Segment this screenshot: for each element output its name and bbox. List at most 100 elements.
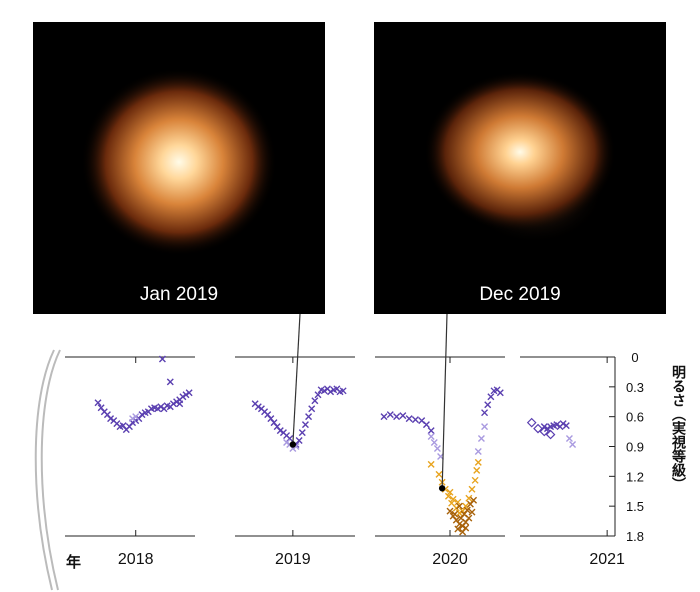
x-tick-label: 2021	[589, 551, 625, 568]
data-point	[468, 485, 476, 493]
axis-break-line	[40, 349, 61, 591]
data-point	[449, 495, 457, 503]
x-tick-label: 2019	[275, 551, 311, 568]
data-point	[380, 413, 388, 421]
data-point-diamond	[526, 417, 537, 428]
data-point	[473, 466, 481, 474]
data-point	[462, 524, 470, 532]
data-point-diamond	[539, 426, 550, 437]
x-tick-label: 2020	[432, 551, 468, 568]
data-point	[138, 411, 146, 419]
star-glow-jan-2019	[81, 68, 277, 256]
data-point	[283, 439, 291, 447]
data-point-diamond	[533, 423, 543, 434]
image-connector-dot	[289, 441, 297, 448]
data-point	[276, 427, 284, 435]
data-point	[481, 409, 489, 417]
star-image-dec-2019: Dec 2019	[374, 22, 666, 314]
image-connector-dot	[438, 485, 446, 492]
data-point	[411, 416, 419, 424]
image-connector-line	[441, 313, 448, 489]
data-point	[559, 420, 567, 428]
y-tick-label: 0.6	[626, 410, 644, 425]
data-point	[465, 494, 473, 502]
data-point	[452, 504, 460, 512]
y-tick-label: 0.9	[626, 440, 644, 455]
data-point	[132, 413, 140, 421]
data-point	[339, 387, 347, 395]
axis-break-line	[34, 349, 55, 591]
data-point	[427, 427, 435, 435]
data-point	[435, 470, 443, 478]
y-axis-label: 明るさ（実視等級）	[670, 365, 686, 491]
data-point	[320, 387, 328, 395]
data-point	[474, 458, 482, 466]
star-image-jan-2019: Jan 2019	[33, 22, 325, 314]
data-point	[543, 425, 551, 433]
y-tick-label: 0	[631, 350, 638, 365]
data-point	[311, 397, 319, 405]
data-point	[496, 389, 504, 397]
data-point	[185, 389, 193, 397]
data-point	[430, 439, 438, 447]
y-tick-label: 0.3	[626, 380, 644, 395]
data-point	[166, 378, 174, 386]
data-point	[301, 421, 309, 429]
data-point	[298, 429, 306, 437]
data-point	[154, 405, 162, 413]
star-glow-dec-2019	[424, 72, 616, 244]
data-point	[308, 405, 316, 413]
data-point	[462, 502, 470, 510]
data-point	[94, 399, 102, 407]
data-point	[484, 401, 492, 409]
data-point	[386, 411, 394, 419]
image-connector-line	[292, 313, 301, 445]
data-point	[454, 498, 462, 506]
data-point	[176, 400, 184, 408]
image-caption-dec-2019: Dec 2019	[479, 284, 561, 305]
x-tick-label: 2018	[118, 551, 154, 568]
data-point	[157, 403, 165, 411]
data-point	[327, 388, 335, 396]
data-point	[471, 476, 479, 484]
data-point	[446, 488, 454, 496]
data-point	[179, 393, 187, 401]
data-point-diamond	[545, 429, 556, 440]
data-point	[169, 400, 177, 408]
data-point	[182, 391, 190, 399]
data-point	[553, 421, 561, 429]
data-point	[463, 506, 471, 514]
x-axis-label: 年	[66, 553, 82, 571]
data-point	[393, 413, 401, 421]
data-point	[468, 508, 476, 516]
data-point	[427, 433, 435, 441]
data-point	[444, 492, 452, 500]
data-point	[477, 435, 485, 443]
data-point	[455, 520, 463, 528]
data-point	[562, 422, 570, 430]
data-point	[454, 525, 462, 533]
data-point	[314, 391, 322, 399]
data-point	[569, 441, 577, 449]
data-point	[295, 437, 303, 445]
y-tick-label: 1.8	[626, 529, 644, 544]
data-point	[399, 412, 407, 420]
data-point	[129, 415, 137, 423]
data-point	[422, 421, 430, 429]
data-point	[405, 415, 413, 423]
data-point	[107, 415, 115, 423]
data-point	[451, 510, 459, 518]
data-point	[474, 447, 482, 455]
data-point	[446, 507, 454, 515]
data-point	[433, 444, 441, 452]
data-point	[305, 413, 313, 421]
data-point	[455, 502, 463, 510]
data-point	[158, 355, 166, 363]
image-caption-jan-2019: Jan 2019	[139, 284, 219, 305]
data-point	[565, 435, 573, 443]
data-point	[173, 398, 181, 406]
data-point	[481, 423, 489, 431]
data-point	[427, 460, 435, 468]
data-point	[487, 393, 495, 401]
